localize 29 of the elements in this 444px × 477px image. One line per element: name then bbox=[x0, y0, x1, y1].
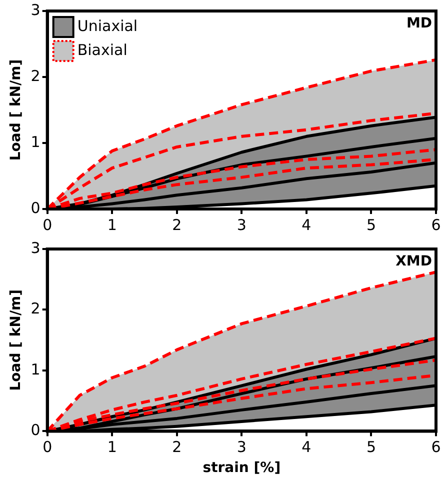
legend-label: Uniaxial bbox=[77, 16, 138, 35]
y-tick-label: 0 bbox=[30, 198, 40, 217]
x-axis-title: strain [%] bbox=[202, 460, 281, 476]
x-tick-label: 5 bbox=[366, 216, 376, 234]
y-axis-title: Load [ kN/m] bbox=[8, 289, 24, 391]
y-tick-label: 2 bbox=[30, 66, 40, 85]
y-tick-label: 0 bbox=[30, 421, 40, 440]
x-tick-label: 1 bbox=[107, 438, 117, 456]
x-tick-label: 4 bbox=[302, 438, 312, 456]
legend-label: Biaxial bbox=[77, 40, 128, 59]
x-tick-label: 2 bbox=[172, 216, 182, 234]
y-tick-label: 1 bbox=[30, 360, 40, 378]
y-axis-title: Load [ kN/m] bbox=[8, 59, 24, 161]
annotation: XMD bbox=[396, 254, 432, 270]
y-tick-label: 1 bbox=[30, 132, 40, 151]
x-tick-label: 2 bbox=[172, 438, 182, 456]
x-tick-label: 4 bbox=[302, 216, 312, 234]
y-tick-label: 3 bbox=[30, 238, 40, 257]
x-tick-label: 3 bbox=[236, 438, 246, 456]
x-tick-label: 6 bbox=[431, 438, 441, 456]
x-tick-label: 6 bbox=[431, 216, 441, 234]
x-tick-label: 3 bbox=[236, 216, 246, 234]
annotation: MD bbox=[406, 16, 432, 32]
x-tick-label: 5 bbox=[366, 438, 376, 456]
x-tick-label: 0 bbox=[42, 438, 52, 456]
y-tick-label: 2 bbox=[30, 300, 40, 318]
y-tick-label: 3 bbox=[30, 0, 40, 19]
x-tick-label: 1 bbox=[107, 216, 117, 234]
x-tick-label: 0 bbox=[42, 216, 52, 234]
